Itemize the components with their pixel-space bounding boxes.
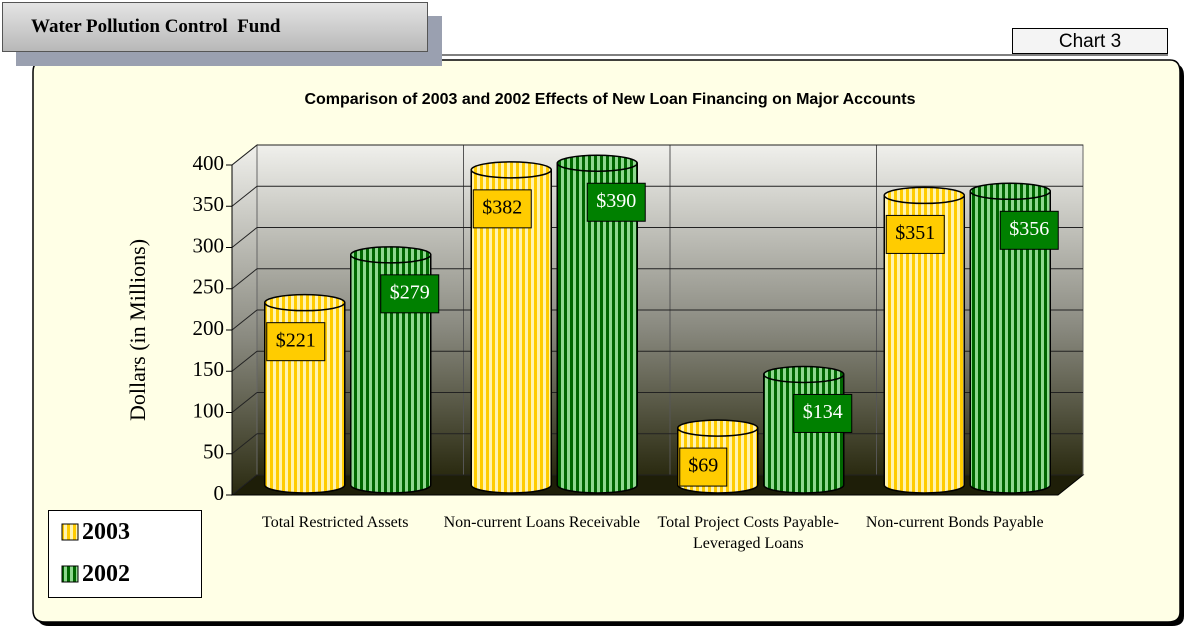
chart-title: Comparison of 2003 and 2002 Effects of N…	[304, 91, 915, 108]
grid-line-side	[231, 227, 258, 248]
grid-line-side	[231, 309, 258, 331]
header-title: Water Pollution Control Fund	[2, 2, 428, 52]
bar	[883, 194, 965, 494]
grid-line-side	[231, 268, 258, 290]
value-label: $351	[895, 222, 935, 244]
y-tick-label: 0	[214, 481, 225, 505]
bar	[470, 169, 552, 494]
bar	[969, 190, 1051, 494]
value-label-box	[679, 447, 728, 487]
legend: 2003 2002	[48, 510, 202, 598]
grid-line-side	[231, 185, 258, 207]
y-axis-label: Dollars (in Millions)	[125, 239, 150, 421]
bar-top	[969, 182, 1051, 201]
x-tick-label: Non-current Bonds Payable	[865, 514, 1044, 531]
y-tick-label: 50	[203, 440, 224, 464]
value-label: $382	[482, 196, 522, 218]
grid-line-side	[231, 392, 258, 413]
legend-swatch	[61, 565, 79, 583]
grid-line-side	[231, 144, 258, 166]
legend-label: 2002	[82, 560, 130, 587]
bar-top	[556, 154, 638, 172]
value-label: $356	[1009, 218, 1049, 240]
grid-line-side	[231, 474, 258, 496]
bar-top	[677, 419, 759, 437]
value-label: $279	[390, 281, 430, 303]
legend-entry: 2002	[49, 553, 201, 595]
value-label: $134	[803, 401, 843, 423]
legend-swatch	[61, 523, 79, 541]
bar-top	[350, 246, 432, 264]
value-label-box	[472, 189, 532, 229]
value-label-box	[266, 322, 326, 362]
legend-label: 2003	[82, 518, 130, 545]
x-tick-label: Total Project Costs Payable-Leveraged Lo…	[657, 514, 839, 552]
bar	[556, 162, 638, 494]
y-tick-label: 250	[193, 275, 225, 299]
value-label-box	[586, 182, 646, 222]
value-label-box	[380, 274, 440, 314]
y-tick-label: 150	[193, 357, 225, 381]
y-tick-label: 100	[193, 398, 225, 422]
legend-swatch-fill	[61, 565, 79, 583]
x-tick-label: Total Restricted Assets	[262, 514, 409, 531]
value-label-box	[999, 210, 1059, 250]
bar	[763, 373, 845, 494]
x-tick-label: Non-current Loans Receivable	[443, 514, 640, 531]
y-tick-label: 200	[193, 316, 225, 340]
grid-line-side	[231, 350, 258, 372]
value-label: $390	[596, 190, 636, 212]
bar-top	[883, 186, 965, 205]
chart-tag: Chart 3	[1012, 28, 1168, 54]
bar-top	[264, 293, 346, 312]
y-tick-label: 400	[193, 151, 225, 175]
legend-entry: 2003	[49, 511, 201, 553]
value-label: $221	[276, 329, 316, 351]
value-label: $69	[688, 455, 718, 477]
bar-top	[763, 365, 845, 384]
grid-line-side	[231, 433, 258, 455]
y-tick-label: 350	[193, 192, 225, 216]
bar	[350, 254, 432, 494]
y-tick-label: 300	[193, 233, 225, 257]
value-label-box	[793, 393, 853, 433]
bar-top	[470, 161, 552, 179]
value-label-box	[885, 214, 945, 254]
legend-swatch-fill	[61, 523, 79, 541]
